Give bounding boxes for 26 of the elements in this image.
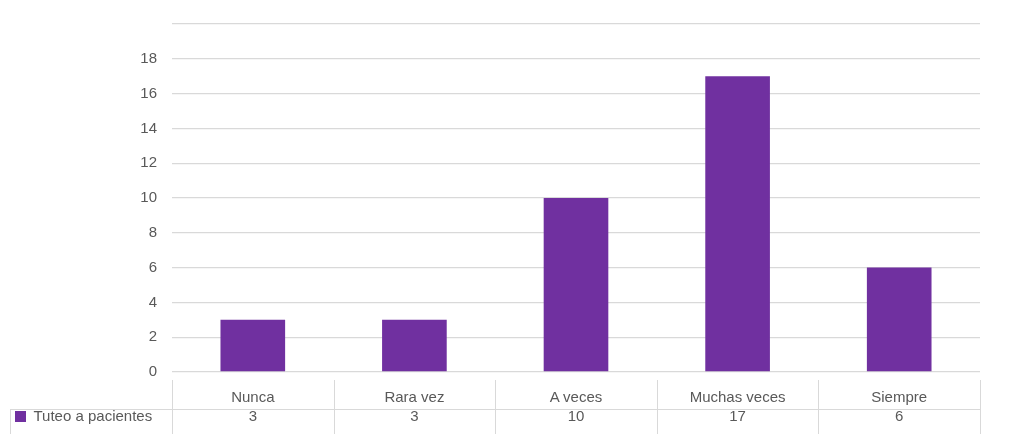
data-label: 3 — [410, 406, 419, 424]
y-tick-label: 4 — [148, 292, 157, 310]
x-tick-label: Rara vez — [384, 388, 445, 406]
legend-label: Tuteo a pacientes — [33, 406, 153, 424]
bar — [705, 76, 770, 372]
x-tick-label: Nunca — [231, 388, 276, 406]
bar — [866, 267, 932, 372]
data-label: 3 — [248, 406, 257, 424]
y-tick-label: 14 — [140, 118, 157, 136]
y-tick-label: 12 — [140, 153, 157, 171]
y-tick-label: 10 — [140, 188, 157, 206]
y-tick-label: 0 — [148, 362, 157, 380]
y-tick-label: 8 — [148, 222, 157, 240]
x-tick-label: Muchas veces — [689, 388, 786, 406]
bar — [543, 198, 609, 372]
y-tick-label: 2 — [148, 327, 157, 345]
y-tick-label: 18 — [140, 48, 157, 66]
bar — [382, 319, 447, 372]
data-label: 17 — [729, 406, 746, 424]
data-label: 6 — [895, 406, 904, 424]
x-tick-label: A veces — [549, 388, 603, 406]
y-tick-label: 16 — [140, 83, 157, 101]
data-label: 10 — [567, 406, 585, 424]
bar — [220, 319, 286, 372]
y-tick-label: 6 — [148, 257, 157, 275]
x-tick-label: Siempre — [871, 388, 928, 406]
